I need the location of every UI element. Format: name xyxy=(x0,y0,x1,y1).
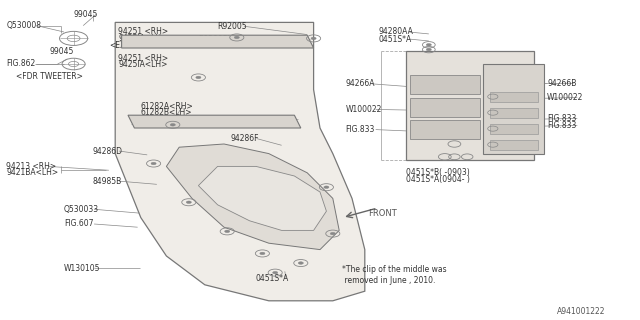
Text: 9425IA<LH>: 9425IA<LH> xyxy=(118,60,168,69)
Circle shape xyxy=(330,232,335,235)
Circle shape xyxy=(234,36,239,39)
FancyBboxPatch shape xyxy=(483,64,544,154)
Text: 0451S*A: 0451S*A xyxy=(379,35,412,44)
Circle shape xyxy=(151,162,156,165)
Text: 99045: 99045 xyxy=(74,10,98,19)
Text: 9421BA<LH>: 9421BA<LH> xyxy=(6,168,58,177)
Text: R92005: R92005 xyxy=(218,22,247,31)
Text: 94280AA: 94280AA xyxy=(379,28,413,36)
Text: 9425IA<LH>: 9425IA<LH> xyxy=(118,34,168,43)
Text: Q530033: Q530033 xyxy=(64,205,99,214)
Text: W100022: W100022 xyxy=(547,93,584,102)
FancyBboxPatch shape xyxy=(490,92,538,102)
Polygon shape xyxy=(122,35,314,48)
Text: 0451S*A: 0451S*A xyxy=(256,274,289,283)
Circle shape xyxy=(260,252,265,255)
FancyBboxPatch shape xyxy=(406,51,534,160)
Text: 94286D: 94286D xyxy=(93,147,123,156)
Text: 94251 <RH>: 94251 <RH> xyxy=(118,28,168,36)
Text: 94251 <RH>: 94251 <RH> xyxy=(118,54,168,63)
Circle shape xyxy=(196,76,201,79)
Circle shape xyxy=(298,262,303,264)
Text: W130105: W130105 xyxy=(64,264,100,273)
Text: 94213 <RH>: 94213 <RH> xyxy=(6,162,56,171)
Circle shape xyxy=(170,124,175,126)
FancyBboxPatch shape xyxy=(410,98,480,117)
FancyBboxPatch shape xyxy=(410,120,480,139)
Text: A941001222: A941001222 xyxy=(557,308,605,316)
FancyBboxPatch shape xyxy=(490,140,538,150)
Text: FIG.833: FIG.833 xyxy=(547,114,577,123)
Text: Q530008: Q530008 xyxy=(6,21,42,30)
FancyBboxPatch shape xyxy=(490,124,538,134)
Text: 0451S*A(0904- ): 0451S*A(0904- ) xyxy=(406,175,470,184)
Circle shape xyxy=(273,271,278,274)
Polygon shape xyxy=(166,144,339,250)
Text: *The clip of the middle was
 removed in June , 2010.: *The clip of the middle was removed in J… xyxy=(342,266,447,285)
Polygon shape xyxy=(128,115,301,128)
FancyBboxPatch shape xyxy=(490,108,538,118)
Text: <FDR TWEETER>: <FDR TWEETER> xyxy=(16,72,83,81)
Text: 94286F: 94286F xyxy=(230,134,259,143)
Text: 61282A<RH>: 61282A<RH> xyxy=(141,102,193,111)
Text: 94266A: 94266A xyxy=(346,79,375,88)
Polygon shape xyxy=(115,22,365,301)
Text: R92005I: R92005I xyxy=(198,35,230,44)
Text: 61282B<LH>: 61282B<LH> xyxy=(141,108,192,117)
Text: 84985B: 84985B xyxy=(93,177,122,186)
Circle shape xyxy=(186,201,191,204)
Text: FIG.833: FIG.833 xyxy=(346,125,375,134)
Text: FRONT: FRONT xyxy=(368,209,397,218)
Circle shape xyxy=(426,48,431,51)
Polygon shape xyxy=(198,166,326,230)
Circle shape xyxy=(426,44,431,46)
Text: FIG.862: FIG.862 xyxy=(6,60,36,68)
Text: 99045: 99045 xyxy=(50,47,74,56)
Circle shape xyxy=(225,230,230,233)
Text: <EXC.TWEETER>: <EXC.TWEETER> xyxy=(109,41,175,50)
FancyBboxPatch shape xyxy=(410,75,480,94)
Text: FIG.833: FIG.833 xyxy=(547,121,577,130)
Circle shape xyxy=(324,186,329,188)
Circle shape xyxy=(311,37,316,40)
Text: FIG.607: FIG.607 xyxy=(64,220,93,228)
Text: 94266B: 94266B xyxy=(547,79,577,88)
Text: 0451S*B( -0903): 0451S*B( -0903) xyxy=(406,168,470,177)
Text: W100022: W100022 xyxy=(346,105,382,114)
